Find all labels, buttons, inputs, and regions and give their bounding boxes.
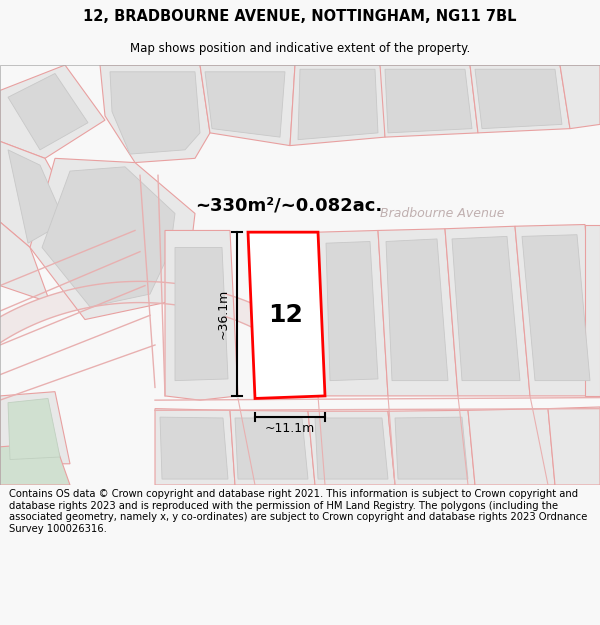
Text: 12: 12 (269, 303, 304, 328)
Polygon shape (0, 442, 70, 485)
Polygon shape (42, 167, 175, 307)
Polygon shape (452, 236, 520, 381)
Polygon shape (100, 65, 210, 162)
Polygon shape (378, 229, 458, 396)
Polygon shape (0, 281, 302, 348)
Polygon shape (205, 72, 285, 137)
Polygon shape (560, 65, 600, 129)
Polygon shape (8, 150, 65, 243)
Polygon shape (386, 239, 448, 381)
Polygon shape (308, 411, 395, 485)
Polygon shape (445, 226, 530, 396)
Polygon shape (0, 392, 70, 464)
Polygon shape (468, 409, 555, 485)
Polygon shape (0, 141, 80, 248)
Polygon shape (388, 411, 475, 485)
Polygon shape (30, 158, 195, 319)
Polygon shape (290, 65, 385, 146)
Polygon shape (395, 417, 468, 479)
Text: Map shows position and indicative extent of the property.: Map shows position and indicative extent… (130, 42, 470, 55)
Polygon shape (8, 399, 60, 459)
Polygon shape (515, 224, 600, 396)
Polygon shape (200, 65, 295, 146)
Polygon shape (8, 74, 88, 150)
Polygon shape (248, 232, 325, 399)
Polygon shape (385, 69, 472, 133)
Text: ~330m²/~0.082ac.: ~330m²/~0.082ac. (195, 196, 382, 214)
Polygon shape (315, 418, 388, 479)
Text: ~36.1m: ~36.1m (217, 289, 229, 339)
Polygon shape (110, 72, 200, 154)
Polygon shape (235, 418, 308, 479)
Polygon shape (160, 417, 228, 479)
Polygon shape (380, 65, 478, 137)
Text: Contains OS data © Crown copyright and database right 2021. This information is : Contains OS data © Crown copyright and d… (9, 489, 587, 534)
Polygon shape (475, 69, 562, 129)
Polygon shape (548, 407, 600, 485)
Polygon shape (318, 231, 388, 396)
Polygon shape (298, 69, 378, 139)
Polygon shape (470, 65, 570, 133)
Polygon shape (175, 248, 228, 381)
Polygon shape (230, 411, 315, 485)
Text: 12, BRADBOURNE AVENUE, NOTTINGHAM, NG11 7BL: 12, BRADBOURNE AVENUE, NOTTINGHAM, NG11 … (83, 9, 517, 24)
Polygon shape (165, 231, 238, 400)
Polygon shape (326, 241, 378, 381)
Polygon shape (585, 224, 600, 396)
Polygon shape (0, 65, 105, 158)
Text: Bradbourne Avenue: Bradbourne Avenue (380, 207, 505, 220)
Text: ~11.1m: ~11.1m (265, 422, 315, 436)
Polygon shape (155, 409, 235, 485)
Polygon shape (0, 222, 50, 302)
Polygon shape (522, 235, 590, 381)
